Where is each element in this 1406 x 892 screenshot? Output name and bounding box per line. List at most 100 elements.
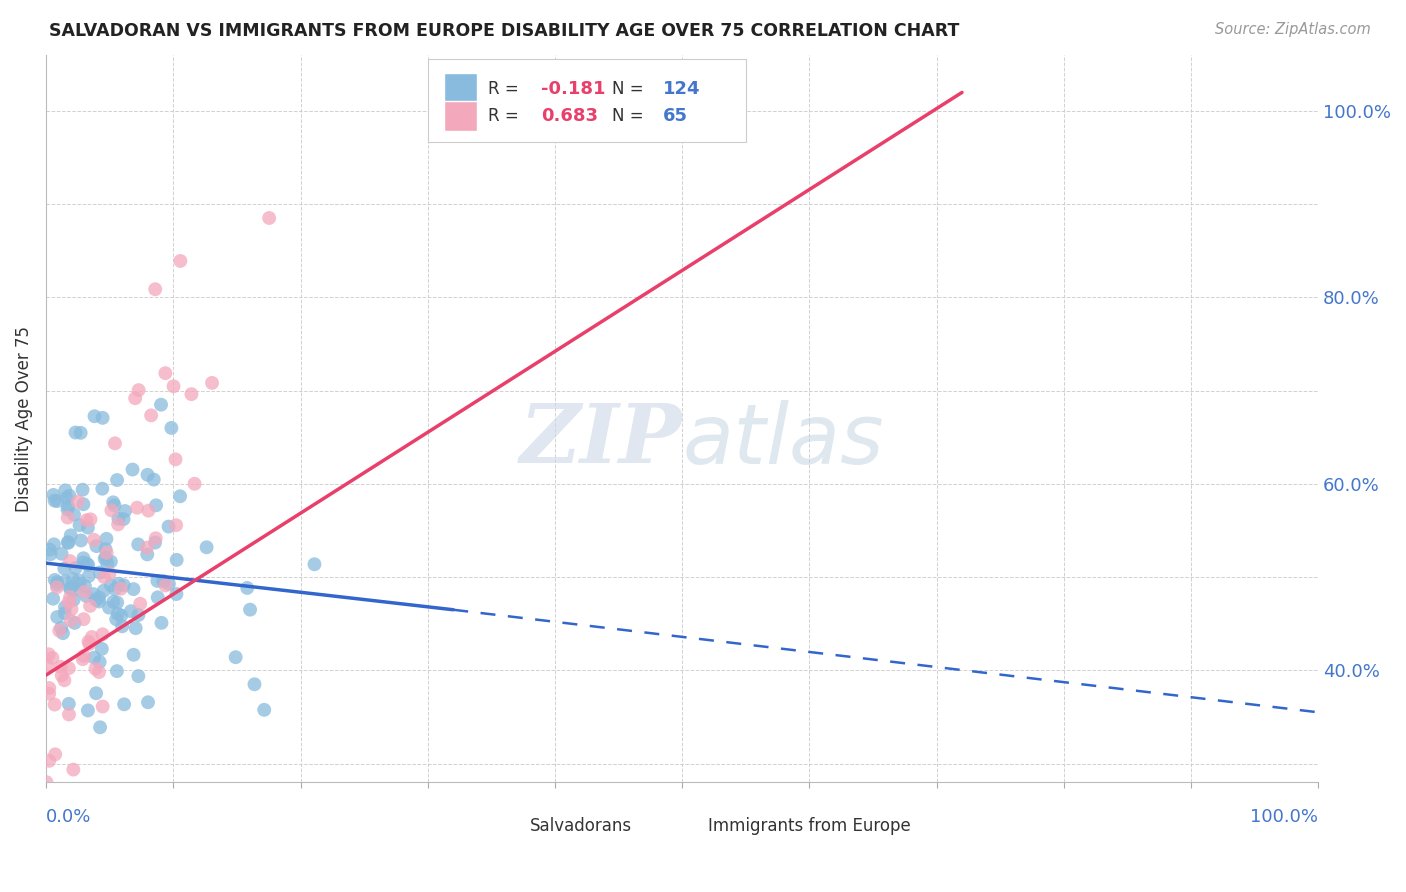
Point — [89, 655, 111, 669]
Point — [84, 686, 107, 700]
Point — [183, 476, 205, 491]
Point — [58, 500, 80, 514]
Point — [114, 504, 136, 518]
Point — [69, 577, 91, 591]
Point — [91, 410, 114, 425]
Point — [111, 619, 134, 633]
Point — [110, 608, 132, 623]
Point — [122, 582, 145, 596]
Point — [44, 493, 66, 508]
Text: N =: N = — [612, 79, 644, 97]
Text: Salvadorans: Salvadorans — [530, 817, 631, 835]
Point — [58, 661, 80, 675]
Point — [136, 548, 159, 562]
Point — [166, 553, 188, 567]
Point — [143, 535, 166, 549]
Point — [89, 591, 111, 605]
Point — [60, 602, 83, 616]
Point — [42, 488, 65, 502]
Point — [169, 254, 191, 268]
Point — [112, 698, 135, 712]
Point — [100, 555, 122, 569]
Point — [48, 624, 70, 638]
Point — [124, 391, 146, 405]
Point — [105, 473, 128, 487]
Point — [52, 626, 75, 640]
Point — [180, 387, 202, 401]
Text: Source: ZipAtlas.com: Source: ZipAtlas.com — [1215, 22, 1371, 37]
Point — [58, 489, 80, 503]
Point — [142, 473, 165, 487]
Point — [145, 499, 167, 513]
Point — [65, 561, 87, 575]
Point — [143, 282, 166, 296]
Point — [83, 533, 105, 547]
Point — [107, 607, 129, 621]
Point — [165, 452, 187, 467]
Point — [239, 602, 262, 616]
Text: SALVADORAN VS IMMIGRANTS FROM EUROPE DISABILITY AGE OVER 75 CORRELATION CHART: SALVADORAN VS IMMIGRANTS FROM EUROPE DIS… — [49, 22, 959, 40]
Point — [53, 561, 76, 575]
Point — [38, 681, 60, 695]
Point — [56, 535, 79, 549]
Point — [104, 582, 127, 597]
Point — [105, 612, 128, 626]
Point — [45, 580, 67, 594]
Point — [53, 483, 76, 498]
Point — [112, 512, 135, 526]
Point — [59, 590, 82, 604]
Point — [150, 398, 173, 412]
Point — [105, 664, 128, 678]
Point — [53, 574, 76, 589]
Point — [83, 650, 105, 665]
Point — [304, 558, 326, 572]
Point — [93, 583, 115, 598]
Point — [141, 409, 163, 423]
Point — [66, 494, 89, 508]
Point — [51, 547, 73, 561]
Point — [146, 574, 169, 588]
Point — [35, 775, 58, 789]
Point — [42, 537, 65, 551]
Text: N =: N = — [612, 107, 644, 125]
Point — [59, 554, 82, 568]
Point — [103, 595, 125, 609]
Point — [225, 650, 247, 665]
Point — [75, 513, 97, 527]
Point — [136, 541, 159, 555]
Point — [136, 695, 159, 709]
Point — [112, 578, 135, 592]
Point — [107, 576, 129, 591]
Text: atlas: atlas — [682, 400, 884, 481]
Point — [73, 585, 96, 599]
Text: Immigrants from Europe: Immigrants from Europe — [707, 817, 910, 835]
Point — [86, 539, 108, 553]
Point — [70, 533, 93, 548]
Point — [136, 467, 159, 482]
Point — [120, 604, 142, 618]
Point — [49, 660, 72, 674]
Point — [87, 594, 110, 608]
Point — [46, 494, 69, 508]
Point — [146, 591, 169, 605]
Point — [145, 531, 167, 545]
Text: ZIP: ZIP — [520, 401, 682, 481]
Point — [82, 587, 104, 601]
Point — [165, 518, 187, 533]
Point — [75, 589, 97, 603]
Point — [100, 503, 122, 517]
Point — [58, 535, 80, 549]
Point — [93, 570, 115, 584]
Point — [59, 581, 82, 595]
Text: 0.0%: 0.0% — [46, 808, 91, 826]
Point — [100, 578, 122, 592]
Point — [107, 512, 129, 526]
Point — [253, 703, 276, 717]
Point — [128, 383, 150, 397]
Point — [87, 665, 110, 679]
Point — [96, 532, 118, 546]
Point — [46, 575, 69, 590]
Point — [201, 376, 224, 390]
Point — [79, 599, 101, 613]
Point — [72, 612, 94, 626]
